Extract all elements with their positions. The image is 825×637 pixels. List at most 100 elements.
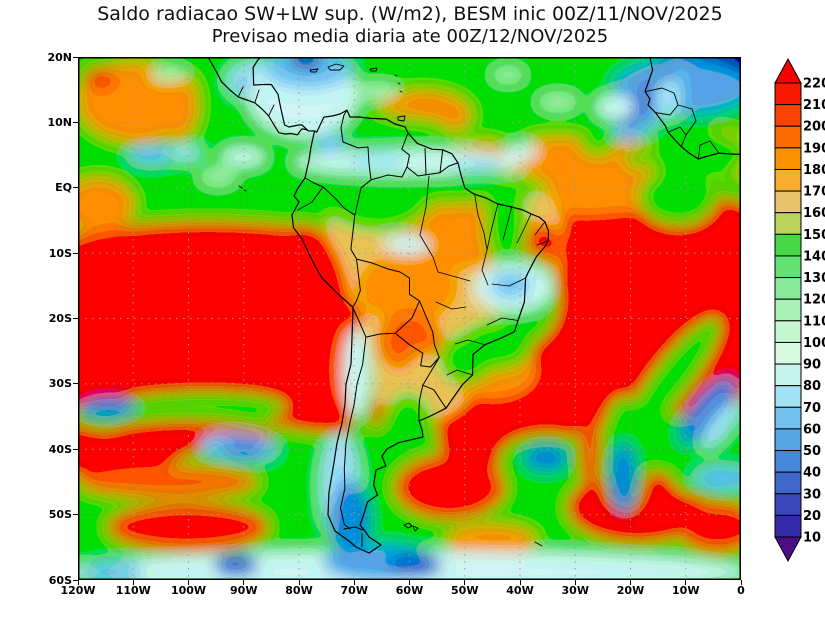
x-tick-label: 50W bbox=[451, 584, 479, 597]
colorbar-segment bbox=[774, 255, 802, 279]
chart-subtitle: Previsao media diaria ate 00Z/12/NOV/202… bbox=[211, 26, 609, 47]
y-tick-label: 20S bbox=[48, 312, 72, 325]
colorbar-segment bbox=[774, 493, 802, 516]
y-tick-label: 30S bbox=[48, 377, 72, 391]
colorbar-segment bbox=[774, 212, 802, 235]
x-tick-mark bbox=[77, 580, 79, 585]
x-tick-mark bbox=[685, 580, 687, 585]
colorbar-label: 190 bbox=[803, 141, 825, 156]
radiation-field bbox=[78, 57, 741, 580]
colorbar-label: 180 bbox=[803, 163, 825, 178]
y-tick-mark bbox=[73, 383, 78, 385]
y-tick-mark bbox=[73, 121, 78, 123]
y-tick-label: 40S bbox=[48, 442, 72, 456]
colorbar-segment bbox=[774, 233, 802, 257]
x-tick-label: 110W bbox=[115, 584, 151, 597]
x-tick-label: 90W bbox=[230, 584, 258, 597]
africa-coastline bbox=[644, 57, 741, 160]
colorbar-segment bbox=[774, 341, 802, 365]
colorbar-segment bbox=[774, 406, 802, 430]
colorbar-label: 40 bbox=[803, 466, 821, 481]
coastline-borders bbox=[207, 57, 741, 554]
colorbar-segment bbox=[774, 450, 802, 473]
central-america-borders bbox=[237, 86, 275, 117]
x-tick-label: 40W bbox=[506, 584, 534, 597]
colorbar-segment bbox=[774, 168, 802, 192]
colorbar-label: 200 bbox=[803, 120, 825, 135]
x-tick-label: 30W bbox=[561, 584, 589, 597]
x-tick-mark bbox=[574, 580, 576, 585]
colorbar-segment bbox=[774, 471, 802, 495]
colorbar-segment bbox=[774, 363, 802, 387]
plot-frame bbox=[78, 57, 741, 580]
colorbar-label: 10 bbox=[803, 531, 821, 546]
colorbar-label: 120 bbox=[803, 293, 825, 308]
y-tick-label: 60S bbox=[48, 573, 72, 587]
colorbar-segment bbox=[774, 277, 802, 300]
country-borders bbox=[297, 109, 459, 548]
colorbar-legend: 220 210 200 190 180 170 160 150 140 130 120 110 100 9… bbox=[770, 57, 825, 569]
x-tick-label: 60W bbox=[395, 584, 424, 597]
small-islands bbox=[238, 185, 543, 547]
colorbar-label: 160 bbox=[803, 206, 825, 221]
colorbar-label: 90 bbox=[803, 358, 821, 373]
colorbar-segment bbox=[774, 82, 802, 106]
y-tick-label: EQ bbox=[55, 181, 72, 195]
y-tick-mark bbox=[73, 252, 78, 254]
south-america-coastline bbox=[291, 109, 550, 554]
chart-title: Saldo radiacao SW+LW sup. (W/m2), BESM i… bbox=[97, 3, 723, 25]
colorbar-label: 100 bbox=[803, 336, 825, 351]
brazil-state-borders bbox=[419, 175, 549, 376]
x-tick-mark bbox=[630, 580, 631, 585]
x-tick-label: 70W bbox=[340, 584, 368, 597]
x-tick-label: 20W bbox=[616, 584, 645, 597]
colorbar-label: 150 bbox=[803, 228, 825, 243]
colorbar-segment bbox=[774, 428, 802, 452]
colorbar-label: 70 bbox=[803, 401, 821, 416]
colorbar-segment bbox=[774, 125, 802, 149]
map-plot bbox=[78, 57, 741, 580]
colorbar-segment bbox=[774, 147, 802, 170]
x-tick-mark bbox=[740, 580, 742, 585]
x-tick-label: 120W bbox=[60, 584, 96, 597]
y-tick-label: 20N bbox=[47, 50, 72, 64]
colorbar-label: 30 bbox=[803, 487, 821, 502]
x-tick-mark bbox=[519, 580, 521, 585]
colorbar-segment bbox=[774, 320, 802, 343]
y-tick-mark bbox=[73, 318, 78, 319]
y-tick-mark bbox=[73, 56, 78, 58]
y-tick-label: 10N bbox=[47, 115, 72, 129]
colorbar-label: 210 bbox=[803, 98, 825, 113]
colorbar-label: 170 bbox=[803, 185, 825, 200]
x-tick-mark bbox=[464, 580, 466, 585]
colorbar-arrow-low bbox=[774, 536, 802, 563]
colorbar-label: 110 bbox=[803, 314, 825, 329]
colorbar-segment bbox=[774, 298, 802, 322]
x-tick-mark bbox=[188, 580, 189, 585]
colorbar-segment bbox=[774, 104, 802, 127]
y-tick-mark bbox=[73, 448, 78, 450]
caribbean-islands bbox=[309, 63, 406, 122]
y-tick-label: 50S bbox=[48, 508, 72, 522]
y-tick-mark bbox=[73, 187, 78, 189]
x-tick-label: 0 bbox=[737, 584, 745, 597]
x-tick-mark bbox=[298, 580, 300, 585]
y-tick-mark bbox=[73, 579, 78, 581]
x-tick-mark bbox=[243, 580, 245, 585]
colorbar-label: 80 bbox=[803, 379, 821, 394]
x-tick-label: 80W bbox=[285, 584, 313, 597]
colorbar-label: 220 bbox=[803, 77, 825, 92]
x-tick-mark bbox=[409, 580, 410, 585]
colorbar-segment bbox=[774, 514, 802, 538]
colorbar-segment bbox=[774, 385, 802, 408]
x-tick-label: 100W bbox=[170, 584, 207, 597]
x-tick-mark bbox=[353, 580, 355, 585]
y-tick-mark bbox=[73, 514, 78, 516]
colorbar-label: 130 bbox=[803, 271, 825, 286]
colorbar-segment bbox=[774, 190, 802, 214]
colorbar-label: 50 bbox=[803, 444, 821, 459]
colorbar-label: 60 bbox=[803, 422, 821, 437]
colorbar-label: 140 bbox=[803, 249, 825, 264]
y-tick-label: 10S bbox=[48, 246, 72, 260]
